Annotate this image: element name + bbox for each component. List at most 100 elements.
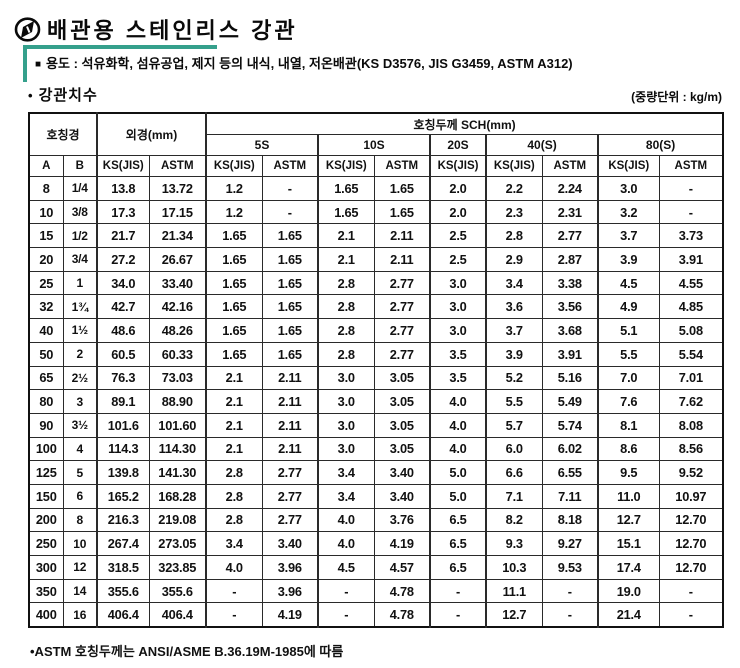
table-cell: 88.90 [148,389,207,414]
table-cell: 5.1 [597,318,660,343]
table-cell: 7.62 [658,389,724,414]
table-cell: 17.3 [96,199,150,225]
table-cell: 6.6 [485,460,543,485]
table-cell: 34.0 [96,270,150,296]
table-cell: 3.4 [485,270,543,296]
table-cell: 3.05 [373,365,431,391]
table-cell: 1.65 [317,199,375,225]
table-cell: 4.5 [317,555,375,580]
table-cell: 2.8 [485,223,543,249]
table-cell: 33.40 [148,270,207,296]
table-cell: 2.87 [541,247,599,272]
table-cell: 8.08 [658,412,724,438]
table-row: 90 3½ 101.6 101.60 2.1 2.11 3.0 3.05 4.0 5.7 5.74 8… [28,412,724,438]
table-row: 350 14 355.6 355.6-3.96-4.78-11.1-19.0- [28,578,724,604]
table-cell: 2.77 [261,507,319,533]
table-cell: 2.8 [317,294,375,320]
table-cell: 350 [28,578,64,604]
table-row: 50 2 60.5 60.33 1.65 1.65 2.8 2.77 3.5 3.9 3.91 5.5… [28,341,724,367]
table-cell: 3.56 [541,294,599,320]
table-cell: 2.3 [485,199,543,225]
table-cell: - [261,199,319,225]
header-sch-20s: 20S [429,134,487,156]
table-cell: 1.65 [261,270,319,296]
table-cell: 50 [28,341,64,367]
table-cell: 273.05 [148,531,207,556]
table-cell: 1.65 [261,247,319,272]
table-cell: 318.5 [96,555,150,580]
table-cell: 4.85 [658,294,724,320]
table-cell: 3.05 [373,389,431,414]
table-cell: 200 [28,507,64,533]
table-cell: 1.65 [261,294,319,320]
table-cell: 4.78 [373,602,431,628]
table-cell: 3.0 [429,318,487,343]
table-cell: 9.27 [541,531,599,556]
table-cell: 1.65 [205,247,263,272]
table-cell: 4.0 [317,531,375,556]
table-cell: 3.9 [485,341,543,367]
pipe-dimension-table: 호칭경 외경(mm) 호칭두께 SCH(mm) 5S 10S 20S 40(S)… [28,112,725,629]
table-cell: 3½ [62,412,98,438]
header-standard-cell: ASTM [148,155,207,177]
table-cell: 8.18 [541,507,599,533]
table-cell: 3/4 [62,247,98,272]
table-cell: 3.4 [317,460,375,485]
table-cell: 1/2 [62,223,98,249]
table-cell: 2.11 [373,223,431,249]
table-cell: 3.05 [373,412,431,438]
header-standard-cell: KS(JIS) [96,155,150,177]
header-standard-cell: ASTM [373,155,431,177]
header-standard-cell: KS(JIS) [485,155,543,177]
table-cell: 60.5 [96,341,150,367]
table-cell: 2.1 [205,436,263,462]
table-cell: 5.16 [541,365,599,391]
header-row-standards: A B KS(JIS) ASTM KS(JIS) ASTM KS(JIS) ASTM KS(JI… [28,155,724,177]
header-row-sch-groups: 5S 10S 20S 40(S) 80(S) [29,134,724,156]
table-cell: 4.55 [658,270,724,296]
table-cell: 3.0 [429,294,487,320]
table-cell: 2.31 [541,199,599,225]
header-standard-cell: KS(JIS) [429,155,487,177]
table-cell: 9.3 [485,531,543,556]
table-cell: 2.77 [373,270,431,296]
table-cell: 11.1 [485,578,543,604]
table-cell: 2.8 [317,341,375,367]
table-cell: 406.4 [148,602,207,628]
header-standard-cell: KS(JIS) [597,155,660,177]
table-cell: 3.4 [205,531,263,556]
table-cell: 21.4 [597,602,660,628]
table-cell: 12.70 [658,507,724,533]
table-cell: 355.6 [96,578,150,604]
table-cell: 48.26 [148,318,207,343]
table-cell: 12 [62,555,98,580]
table-cell: 3.4 [317,483,375,509]
table-cell: 7.6 [597,389,660,414]
table-cell: 6.5 [429,555,487,580]
table-cell: 42.16 [148,294,207,320]
table-cell: 48.6 [96,318,150,343]
table-cell: 9.53 [541,555,599,580]
header-sch: 호칭두께 SCH(mm) [205,112,724,135]
table-cell: 114.3 [96,436,150,462]
table-cell: 8 [62,507,98,533]
table-cell: 141.30 [148,460,207,485]
table-cell: 5.5 [597,341,660,367]
table-cell: 26.67 [148,247,207,272]
table-cell: 5 [62,460,98,485]
table-cell: 12.70 [658,555,724,580]
table-cell: 6.55 [541,460,599,485]
table-cell: 139.8 [96,460,150,485]
table-cell: 21.7 [96,223,150,249]
section-row: • 강관치수 (중량단위 : kg/m) [28,84,722,105]
table-cell: 3.0 [317,412,375,438]
table-cell: 5.74 [541,412,599,438]
table-cell: 3.5 [429,341,487,367]
table-row: 65 2½ 76.3 73.03 2.1 2.11 3.0 3.05 3.5 5.2 5.16 7.0… [28,365,724,391]
table-cell: 267.4 [96,531,150,556]
table-cell: 3.76 [373,507,431,533]
table-row: 125 5 139.8 141.30 2.8 2.77 3.4 3.40 5.0 6.6 6.55 9… [28,460,724,485]
table-cell: 4.19 [261,602,319,628]
table-cell: 2½ [62,365,98,391]
